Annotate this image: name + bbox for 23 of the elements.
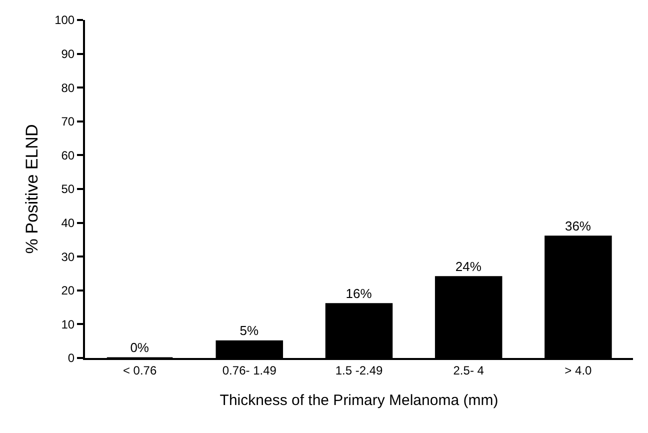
x-tick-label: 0.76- 1.49	[222, 363, 277, 378]
data-label: 16%	[346, 286, 372, 301]
data-label: 24%	[455, 258, 482, 274]
y-tick-label: 70	[61, 114, 75, 129]
x-axis-title: Thickness of the Primary Melanoma (mm)	[220, 392, 498, 409]
y-tick-label: 40	[61, 216, 75, 230]
y-tick-label: 50	[61, 182, 75, 196]
y-tick-label: 90	[61, 47, 75, 61]
y-tick-label: 0	[68, 351, 75, 366]
data-label: 0%	[130, 340, 150, 355]
y-tick-label: 100	[54, 13, 75, 28]
y-tick-label: 10	[61, 317, 75, 332]
x-tick-label: > 4.0	[564, 363, 592, 378]
y-tick-label: 30	[61, 250, 75, 264]
y-tick-label: 20	[61, 284, 75, 298]
x-tick-label: 2.5- 4	[453, 363, 484, 378]
data-label: 36%	[564, 218, 592, 234]
y-tick-label: 80	[61, 80, 75, 95]
x-tick-label: 1.5 -2.49	[335, 363, 384, 378]
data-label: 5%	[240, 323, 260, 338]
y-tick-label: 60	[61, 148, 75, 162]
y-axis-title: % Positive ELND	[22, 124, 42, 254]
x-tick-label: < 0.76	[122, 363, 157, 378]
